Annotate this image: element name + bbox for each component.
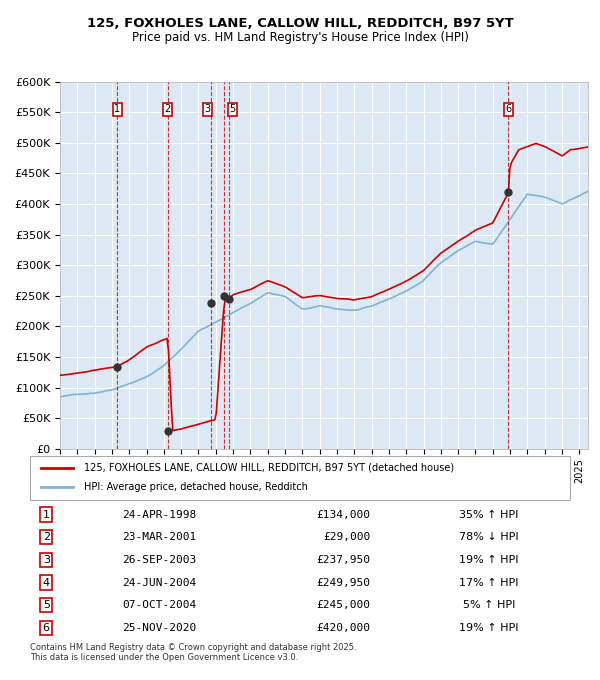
Text: 125, FOXHOLES LANE, CALLOW HILL, REDDITCH, B97 5YT (detached house): 125, FOXHOLES LANE, CALLOW HILL, REDDITC… (84, 463, 454, 473)
Text: 6: 6 (43, 623, 50, 633)
Text: £245,000: £245,000 (316, 600, 370, 610)
Text: 2: 2 (165, 104, 171, 114)
Text: 24-APR-1998: 24-APR-1998 (122, 509, 197, 520)
Text: 23-MAR-2001: 23-MAR-2001 (122, 532, 197, 542)
Text: £134,000: £134,000 (316, 509, 370, 520)
Text: Contains HM Land Registry data © Crown copyright and database right 2025.
This d: Contains HM Land Registry data © Crown c… (30, 643, 356, 662)
Text: 5: 5 (229, 104, 236, 114)
Text: £29,000: £29,000 (323, 532, 370, 542)
Text: 5% ↑ HPI: 5% ↑ HPI (463, 600, 515, 610)
Text: £237,950: £237,950 (316, 555, 370, 565)
Text: 26-SEP-2003: 26-SEP-2003 (122, 555, 197, 565)
Text: 24-JUN-2004: 24-JUN-2004 (122, 577, 197, 588)
Text: 1: 1 (114, 104, 121, 114)
Text: 19% ↑ HPI: 19% ↑ HPI (459, 623, 519, 633)
Text: 4: 4 (43, 577, 50, 588)
Text: 6: 6 (505, 104, 511, 114)
Text: 3: 3 (43, 555, 50, 565)
Text: 35% ↑ HPI: 35% ↑ HPI (460, 509, 518, 520)
Text: 25-NOV-2020: 25-NOV-2020 (122, 623, 197, 633)
Text: 3: 3 (205, 104, 211, 114)
Text: 17% ↑ HPI: 17% ↑ HPI (459, 577, 519, 588)
Text: 78% ↓ HPI: 78% ↓ HPI (459, 532, 519, 542)
Text: 1: 1 (43, 509, 50, 520)
Text: 2: 2 (43, 532, 50, 542)
Text: £249,950: £249,950 (316, 577, 370, 588)
FancyBboxPatch shape (30, 456, 570, 500)
Text: HPI: Average price, detached house, Redditch: HPI: Average price, detached house, Redd… (84, 482, 308, 492)
Text: 07-OCT-2004: 07-OCT-2004 (122, 600, 197, 610)
Text: £420,000: £420,000 (316, 623, 370, 633)
Text: 5: 5 (43, 600, 50, 610)
Text: 19% ↑ HPI: 19% ↑ HPI (459, 555, 519, 565)
Text: Price paid vs. HM Land Registry's House Price Index (HPI): Price paid vs. HM Land Registry's House … (131, 31, 469, 44)
Text: 125, FOXHOLES LANE, CALLOW HILL, REDDITCH, B97 5YT: 125, FOXHOLES LANE, CALLOW HILL, REDDITC… (86, 17, 514, 30)
